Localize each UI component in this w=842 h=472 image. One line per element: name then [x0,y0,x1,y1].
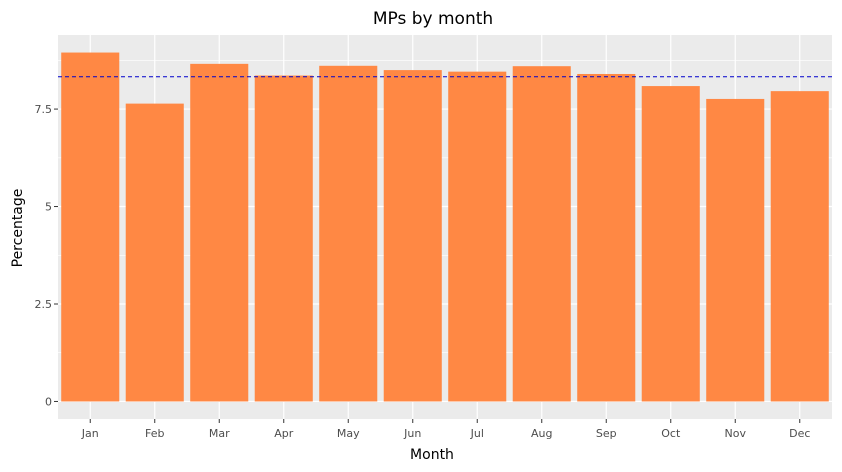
bar-may [319,65,378,402]
x-tick-label: Feb [145,427,164,440]
bar-jan [61,52,120,402]
x-tick-label: Jun [403,427,421,440]
x-tick-label: Jan [81,427,99,440]
y-tick-label: 0 [45,395,52,408]
x-tick-label: Sep [596,427,617,440]
x-tick-label: Apr [274,427,294,440]
x-tick-label: Dec [789,427,810,440]
y-axis-title: Percentage [10,189,26,268]
chart-title: MPs by month [373,9,493,29]
bars [61,52,829,402]
x-tick-label: Nov [725,427,747,440]
x-tick-label: Aug [531,427,552,440]
bar-oct [641,86,700,402]
x-axis: Jan Feb Mar Apr May Jun Jul Aug Sep Oct Nov Dec [81,419,810,440]
bar-jul [448,71,507,402]
bar-apr [254,75,313,402]
bar-feb [125,103,184,402]
plot-panel [58,35,832,419]
x-axis-title: Month [410,447,454,463]
bar-sep [577,73,636,402]
bar-mar [190,63,249,402]
x-tick-label: May [337,427,360,440]
y-tick-label: 2.5 [35,298,53,311]
x-tick-label: Jul [470,427,484,440]
bar-dec [770,91,829,402]
y-axis: 0 2.5 5 7.5 [35,103,58,408]
y-tick-label: 7.5 [35,103,53,116]
x-tick-label: Oct [661,427,681,440]
bar-aug [512,66,571,402]
bar-nov [706,98,765,402]
bar-jun [383,70,442,402]
y-tick-label: 5 [45,201,52,214]
x-tick-label: Mar [209,427,230,440]
